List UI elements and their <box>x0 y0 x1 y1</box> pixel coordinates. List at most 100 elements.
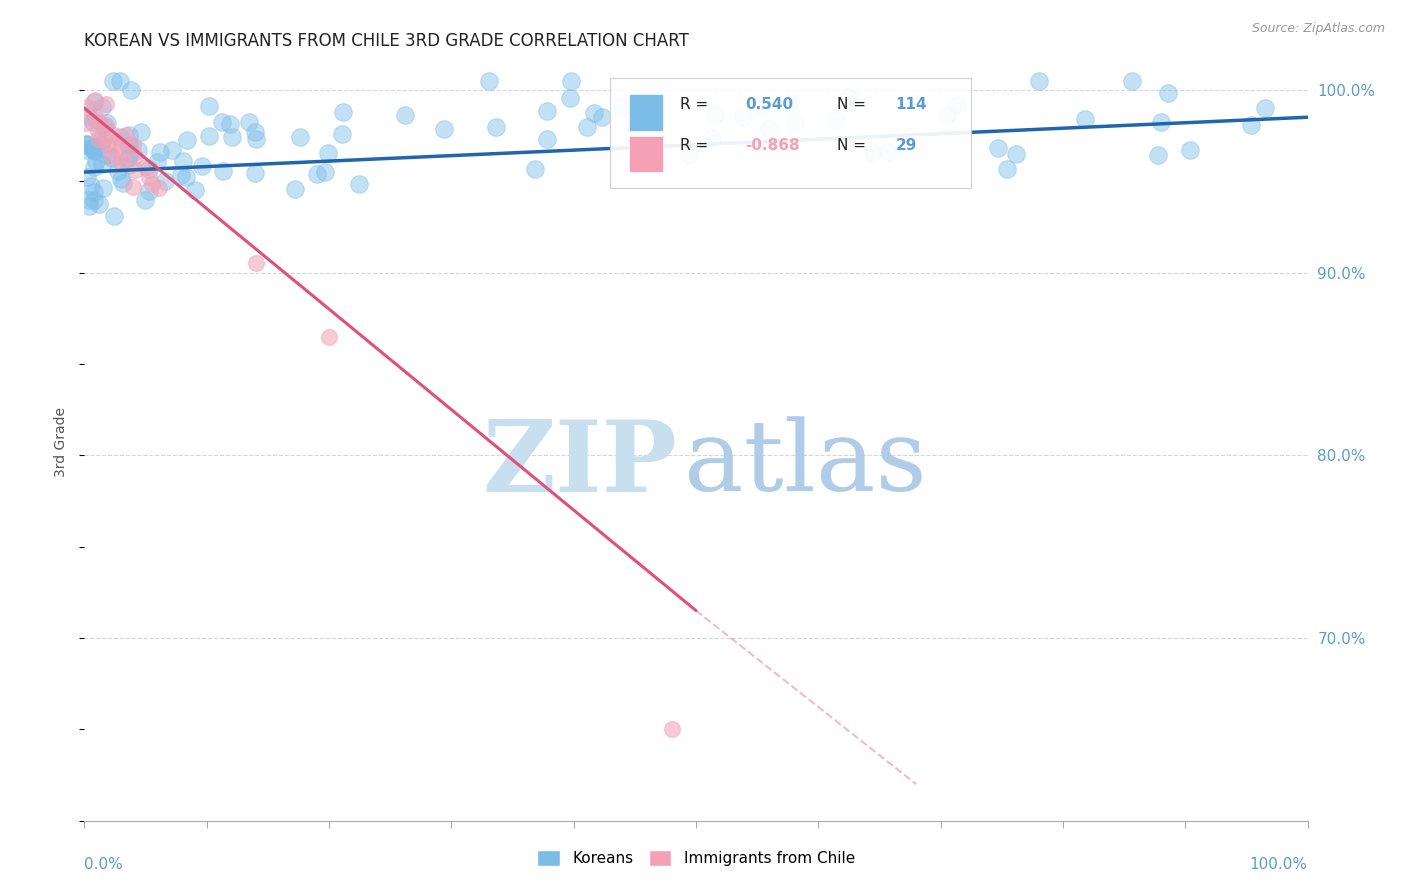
Point <box>94 119 117 133</box>
Point <box>155 174 177 188</box>
Point <box>1253 101 1275 115</box>
Point <box>837 90 859 104</box>
Text: Source: ZipAtlas.com: Source: ZipAtlas.com <box>1251 22 1385 36</box>
Point <box>93 120 115 135</box>
Point <box>120 83 142 97</box>
Point <box>731 110 754 124</box>
FancyBboxPatch shape <box>610 78 972 187</box>
Point <box>86 122 108 136</box>
Point <box>478 73 501 87</box>
Point <box>110 139 132 153</box>
Point <box>110 129 132 144</box>
Point <box>91 157 114 171</box>
Point <box>678 147 700 161</box>
Point <box>84 154 107 169</box>
Text: 100.0%: 100.0% <box>1250 857 1308 872</box>
Point <box>212 164 235 178</box>
Point <box>751 98 773 112</box>
Point <box>84 145 107 159</box>
Point <box>174 169 197 184</box>
Point <box>332 105 354 120</box>
Point <box>83 95 105 110</box>
Point <box>75 136 97 151</box>
Point <box>1240 118 1263 132</box>
Point <box>80 179 103 194</box>
Point <box>987 141 1010 155</box>
Point <box>523 161 546 176</box>
Point <box>134 193 156 207</box>
Point <box>118 128 141 143</box>
Point <box>172 153 194 168</box>
Point <box>245 256 267 270</box>
Point <box>124 149 146 163</box>
Point <box>433 122 456 136</box>
Point <box>76 100 98 114</box>
Point <box>129 125 152 139</box>
Point <box>84 140 107 154</box>
Point <box>704 108 727 122</box>
Point <box>218 117 240 131</box>
Point <box>83 93 105 107</box>
Point <box>122 137 145 152</box>
Point <box>97 139 120 153</box>
Point <box>183 183 205 197</box>
Point <box>758 120 780 135</box>
Point <box>609 100 631 114</box>
Point <box>1028 73 1050 87</box>
Point <box>394 107 416 121</box>
Point <box>138 161 160 176</box>
Point <box>118 158 141 172</box>
Point <box>77 199 100 213</box>
Point <box>75 144 97 158</box>
Point <box>149 145 172 159</box>
Point <box>120 146 142 161</box>
Point <box>110 150 132 164</box>
Point <box>114 128 136 143</box>
Point <box>101 73 124 87</box>
Text: -0.868: -0.868 <box>745 138 800 153</box>
Point <box>288 130 311 145</box>
Text: atlas: atlas <box>683 417 927 512</box>
Point <box>211 115 233 129</box>
Point <box>1121 73 1143 87</box>
Point <box>558 90 581 104</box>
Point <box>138 169 160 184</box>
Point <box>112 176 135 190</box>
Point <box>245 132 267 146</box>
Point <box>318 329 340 343</box>
Text: 0.540: 0.540 <box>745 96 793 112</box>
Point <box>110 156 132 170</box>
Point <box>1147 147 1170 161</box>
Point <box>91 181 114 195</box>
Point <box>82 143 104 157</box>
Point <box>176 133 198 147</box>
Point <box>87 114 110 128</box>
Point <box>91 100 114 114</box>
Point <box>138 184 160 198</box>
Text: N =: N = <box>837 96 866 112</box>
Point <box>76 109 98 123</box>
Point <box>118 137 141 152</box>
Point <box>314 164 336 178</box>
Point <box>87 197 110 211</box>
Point <box>146 154 169 169</box>
Point <box>82 114 104 128</box>
Point <box>141 178 163 192</box>
Point <box>75 116 97 130</box>
Point <box>127 143 149 157</box>
Point <box>93 133 115 147</box>
Point <box>591 111 613 125</box>
Point <box>83 193 105 207</box>
Text: R =: R = <box>681 96 709 112</box>
Point <box>135 161 157 175</box>
Point <box>83 161 105 175</box>
Point <box>122 180 145 194</box>
Point <box>661 723 683 737</box>
Point <box>1004 147 1026 161</box>
FancyBboxPatch shape <box>628 95 664 130</box>
Point <box>305 167 328 181</box>
Point <box>583 106 606 120</box>
Point <box>148 181 170 195</box>
Point <box>995 162 1018 177</box>
Text: ZIP: ZIP <box>482 416 678 513</box>
